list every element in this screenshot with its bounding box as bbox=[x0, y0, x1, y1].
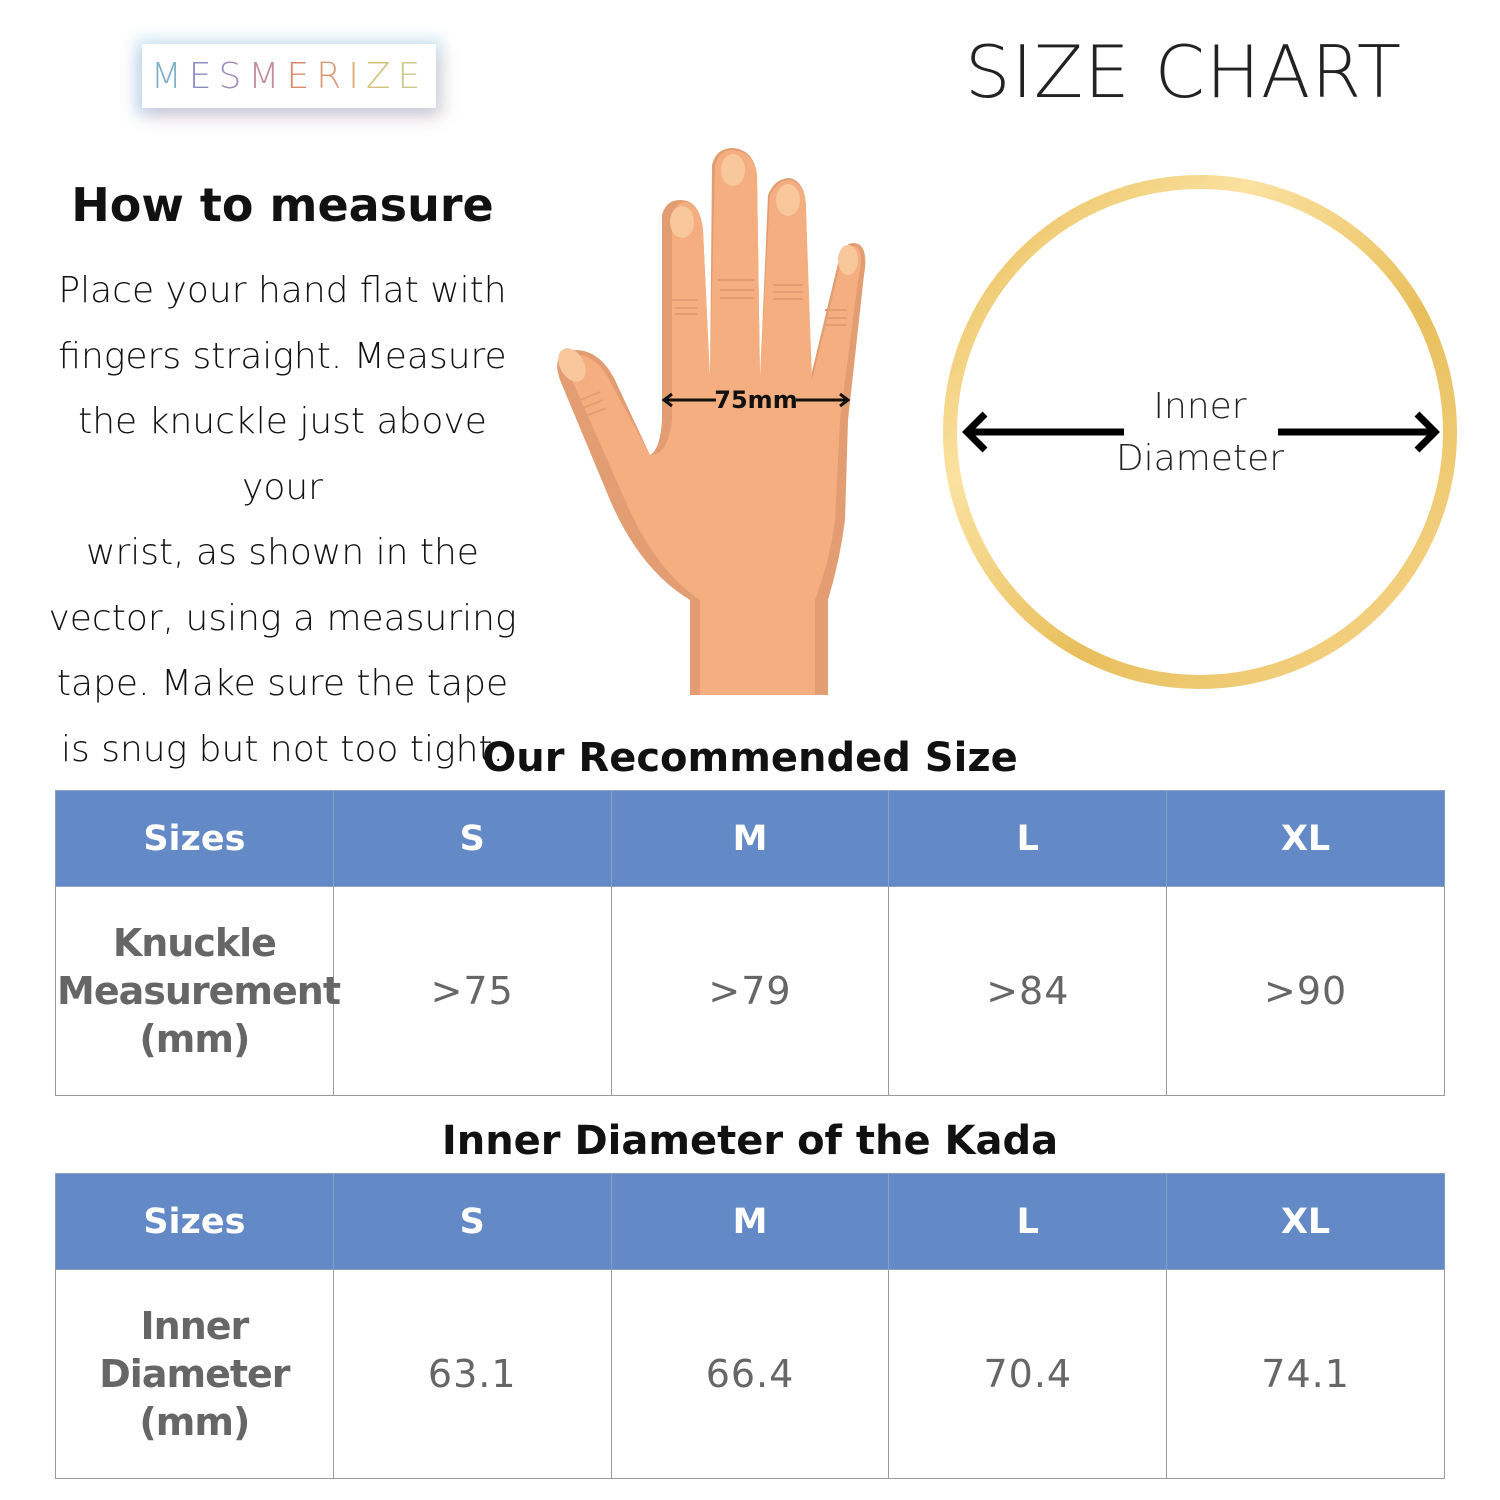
desc-line: Place your hand flat with bbox=[58, 270, 507, 311]
header-cell: M bbox=[610, 1173, 890, 1270]
ring-icon bbox=[943, 175, 1457, 689]
value-cell: >79 bbox=[610, 886, 890, 1096]
logo-letter: E bbox=[397, 55, 428, 97]
header-cell: S bbox=[332, 1173, 612, 1270]
desc-line: vector, using a measuring bbox=[48, 597, 517, 639]
table-row: Knuckle Measurement (mm) >75 >79 >84 >90 bbox=[55, 886, 1445, 1096]
value-cell: 63.1 bbox=[332, 1269, 612, 1479]
header-cell: L bbox=[888, 1173, 1168, 1270]
value-cell: 66.4 bbox=[610, 1269, 890, 1479]
header-cell: Sizes bbox=[55, 790, 334, 887]
header-cell: S bbox=[332, 790, 612, 887]
desc-line: wrist, as shown in the bbox=[86, 532, 479, 573]
logo-letter: E bbox=[188, 55, 219, 97]
row-label: Knuckle Measurement (mm) bbox=[55, 886, 341, 1096]
header-cell: XL bbox=[1166, 790, 1445, 887]
value-cell: >75 bbox=[332, 886, 612, 1096]
desc-line: fingers straight. Measure bbox=[58, 335, 507, 377]
header-cell: L bbox=[888, 790, 1168, 887]
header-cell: XL bbox=[1166, 1173, 1445, 1270]
logo-letter: M bbox=[150, 55, 189, 97]
row-label-line: Knuckle bbox=[112, 921, 277, 965]
table-row: Inner Diameter (mm) 63.1 66.4 70.4 74.1 bbox=[55, 1269, 1445, 1479]
inner-diameter-table: Sizes S M L XL Inner Diameter (mm) 63.1 … bbox=[55, 1173, 1445, 1479]
table-header-row: Sizes S M L XL bbox=[55, 1173, 1445, 1270]
row-label-line: Measurement bbox=[57, 969, 341, 1013]
row-label-line: Inner bbox=[140, 1304, 250, 1348]
row-label: Inner Diameter (mm) bbox=[55, 1269, 334, 1479]
page-title: SIZE CHART bbox=[964, 30, 1402, 114]
row-label-line: Diameter bbox=[99, 1352, 290, 1396]
logo-letter: M bbox=[248, 55, 287, 97]
illustrations: 75mm Inner Diameter bbox=[557, 148, 1457, 695]
desc-line: tape. Make sure the tape bbox=[56, 663, 509, 704]
how-to-description: Place your hand flat with fingers straig… bbox=[40, 258, 525, 782]
header-cell: M bbox=[610, 790, 890, 887]
row-label-line: (mm) bbox=[139, 1017, 250, 1061]
row-label-line: (mm) bbox=[139, 1400, 250, 1444]
desc-line: the knuckle just above your bbox=[78, 401, 487, 508]
value-cell: 74.1 bbox=[1166, 1269, 1445, 1479]
logo-letter: I bbox=[348, 55, 366, 97]
desc-line: is snug but not too tight. bbox=[61, 728, 504, 770]
value-cell: >84 bbox=[888, 886, 1168, 1096]
ring-label-line2: Diameter bbox=[1116, 438, 1284, 479]
logo-letter: E bbox=[286, 55, 317, 97]
hand-icon bbox=[557, 148, 866, 695]
value-cell: 70.4 bbox=[888, 1269, 1168, 1479]
logo-letter: R bbox=[316, 55, 349, 97]
how-to-heading: How to measure bbox=[71, 178, 494, 232]
value-cell: >90 bbox=[1166, 886, 1445, 1096]
measure-arrow-icon bbox=[661, 392, 851, 408]
table2-title: Inner Diameter of the Kada bbox=[441, 1118, 1059, 1164]
header-cell: Sizes bbox=[55, 1173, 334, 1270]
logo-letter: S bbox=[218, 55, 249, 97]
recommended-size-table: Sizes S M L XL Knuckle Measurement (mm) … bbox=[55, 790, 1445, 1096]
logo-letter: Z bbox=[365, 55, 398, 97]
diameter-arrow-icon bbox=[962, 411, 1440, 453]
ring-label-line1: Inner bbox=[1153, 386, 1246, 427]
hand-measurement-label: 75mm bbox=[714, 386, 797, 414]
table1-title: Our Recommended Size bbox=[482, 735, 1018, 781]
table-header-row: Sizes S M L XL bbox=[55, 790, 1445, 887]
